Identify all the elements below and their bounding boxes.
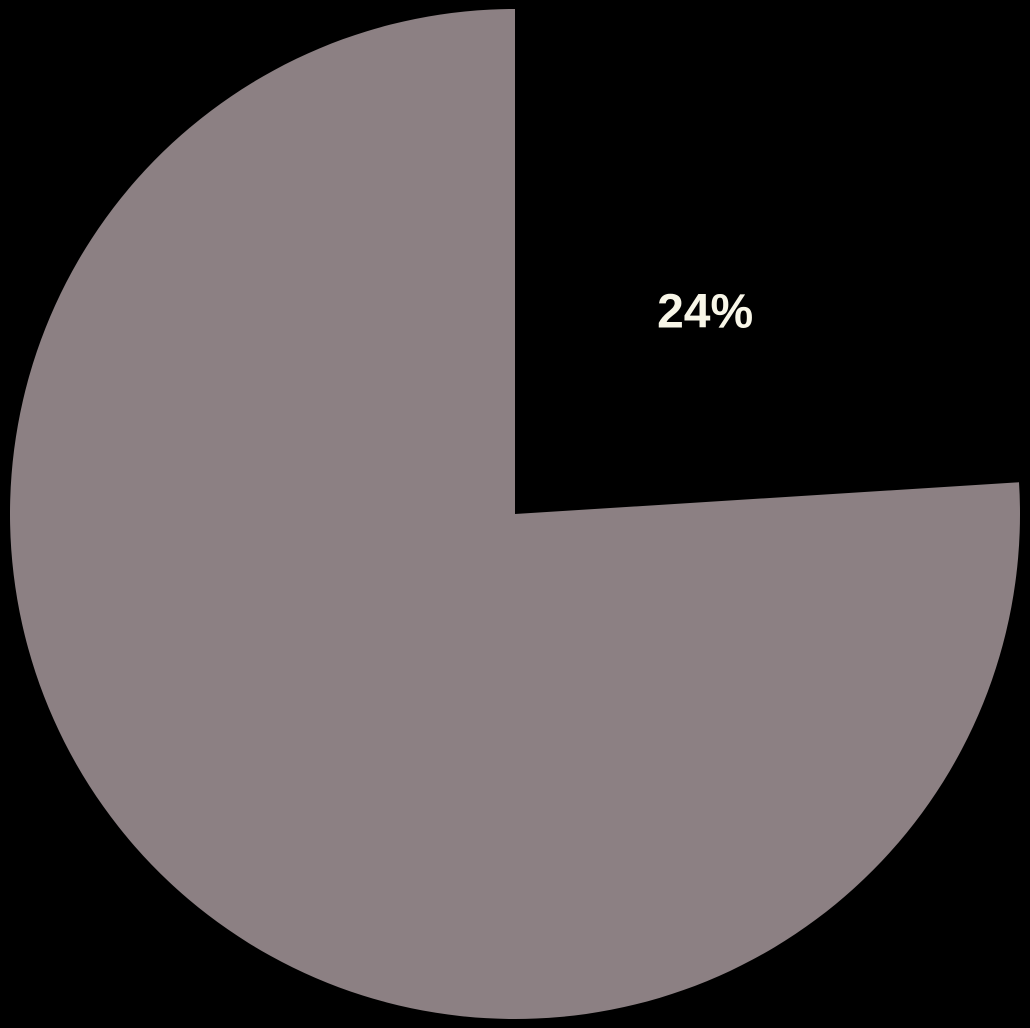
pie-svg: [0, 0, 1030, 1028]
pie-slice-0: [515, 9, 1019, 514]
pie-slice-label-0: 24%: [657, 284, 753, 339]
pie-chart: 24%: [0, 0, 1030, 1028]
